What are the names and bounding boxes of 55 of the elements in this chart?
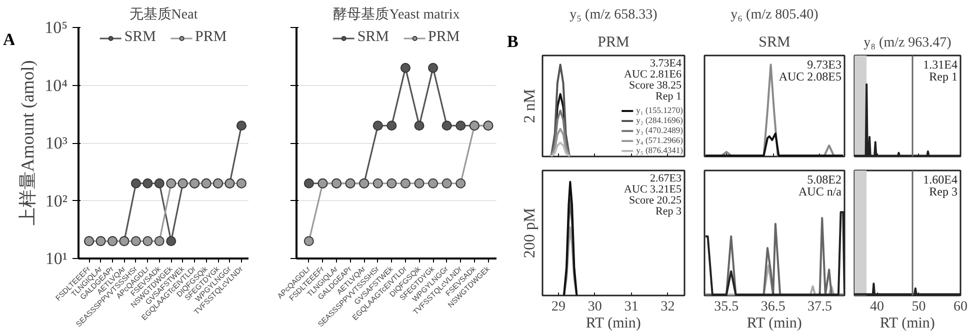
- x-tick-label: 29: [552, 300, 566, 314]
- y-tick-label: 10⁴: [44, 76, 68, 95]
- x-tick-label: 30: [588, 300, 602, 314]
- legend-label: y₁ (155.1270): [636, 105, 683, 115]
- legend-label: SRM: [357, 29, 389, 46]
- text: AUC n/a: [798, 184, 842, 198]
- annotation: AUC 3.21E5: [624, 184, 682, 196]
- x-tick-label: 35.5: [714, 300, 739, 314]
- chart-title: y₈ (m/z 963.47): [864, 36, 952, 50]
- x-tick-label: 32: [660, 300, 675, 314]
- annotation: 2.67E3: [650, 172, 682, 184]
- x-axis-title: RT (min): [880, 316, 935, 332]
- y-axis-title: 200 pM: [522, 208, 538, 258]
- text: A: [3, 29, 16, 51]
- legend-label: PRM: [428, 29, 460, 46]
- legend-label: y₂ (284.1696): [636, 115, 683, 125]
- x-tick-label: 50: [912, 300, 926, 314]
- y-axis-title: 2 nM: [522, 88, 538, 124]
- chart-title: 无基质Neat: [129, 6, 198, 22]
- annotation: Score 20.25: [628, 194, 682, 206]
- annotation: Rep 3: [656, 206, 682, 218]
- annotation: 9.73E3: [807, 58, 842, 72]
- legend-label: y₅ (876.4341): [636, 145, 683, 155]
- annotation: Score 38.25: [628, 80, 682, 92]
- chart-title: y₅ (m/z 658.33): [570, 8, 658, 22]
- chart-title: y₆ (m/z 805.40): [730, 8, 819, 22]
- y-tick-label: 10¹: [45, 249, 68, 268]
- x-tick-label: 37.5: [808, 300, 832, 314]
- annotation: 3.73E4: [650, 58, 682, 70]
- legend-label: y₄ (571.2966): [636, 135, 683, 145]
- annotation: AUC 2.81E6: [624, 68, 682, 80]
- text: 1.60E4: [923, 172, 958, 186]
- x-axis-title: RT (min): [746, 316, 802, 332]
- y-axis-title: 上样量Amount (amol): [18, 60, 38, 226]
- x-tick-label: 60: [954, 300, 968, 314]
- legend-label: PRM: [195, 29, 227, 46]
- x-tick-label: 31: [624, 300, 638, 314]
- x-tick-label: 40: [870, 300, 884, 314]
- y-tick-label: 10³: [45, 134, 68, 152]
- x-axis-title: RT (min): [586, 316, 641, 332]
- y-tick-label: 10²: [45, 191, 68, 210]
- legend-label: SRM: [124, 29, 156, 46]
- y-tick-label: 10⁵: [44, 18, 68, 37]
- text: 1.31E4: [923, 58, 958, 72]
- text: Rep 3: [929, 184, 958, 198]
- annotation: Rep 1: [656, 90, 682, 102]
- chart-subtitle: SRM: [758, 34, 790, 50]
- text: B: [507, 31, 518, 53]
- chart-subtitle: PRM: [598, 34, 630, 50]
- legend-label: y₃ (470.2489): [636, 125, 683, 135]
- text: Rep 1: [929, 70, 958, 84]
- annotation: AUC 2.08E5: [778, 70, 842, 84]
- text: 5.08E2: [807, 172, 842, 186]
- x-tick-label: 36.5: [760, 300, 786, 314]
- chart-title: 酵母基质Yeast matrix: [333, 6, 460, 22]
